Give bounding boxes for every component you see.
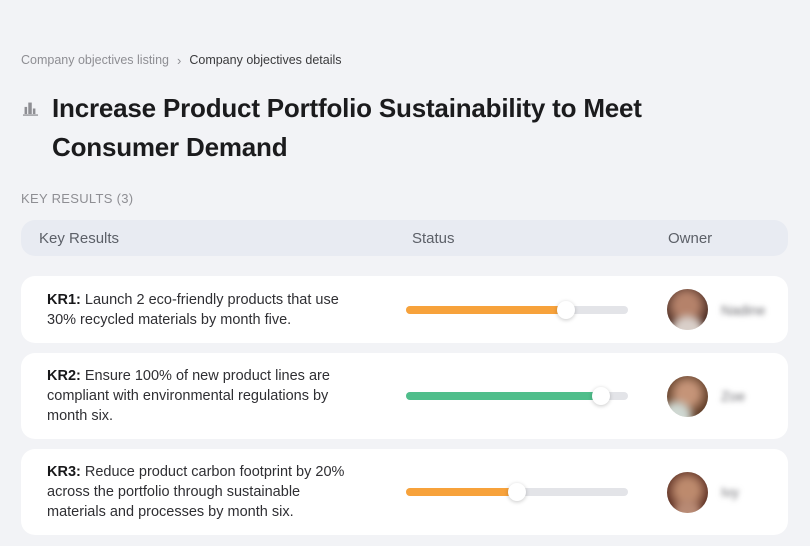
breadcrumb: Company objectives listing › Company obj… bbox=[21, 53, 788, 67]
progress-knob[interactable] bbox=[557, 300, 575, 319]
status-cell bbox=[406, 387, 646, 405]
key-result-description: Reduce product carbon footprint by 20% a… bbox=[47, 464, 345, 520]
key-results-list: KR1: Launch 2 eco-friendly products that… bbox=[21, 276, 788, 535]
owner-cell: Ivy bbox=[646, 471, 788, 513]
progress-slider[interactable] bbox=[406, 300, 628, 319]
owner-avatar bbox=[667, 289, 708, 330]
status-cell bbox=[406, 300, 646, 319]
progress-fill bbox=[406, 392, 601, 400]
breadcrumb-current-details: Company objectives details bbox=[189, 53, 342, 67]
key-result-text: KR2: Ensure 100% of new product lines ar… bbox=[21, 366, 351, 426]
page-title: Increase Product Portfolio Sustainabilit… bbox=[52, 93, 642, 162]
key-result-row[interactable]: KR2: Ensure 100% of new product lines ar… bbox=[21, 353, 788, 439]
progress-knob[interactable] bbox=[508, 483, 526, 501]
breadcrumb-link-listing[interactable]: Company objectives listing bbox=[21, 53, 169, 67]
progress-knob[interactable] bbox=[592, 387, 610, 405]
table-header-row: Key Results Status Owner bbox=[21, 220, 788, 256]
owner-avatar bbox=[667, 471, 708, 513]
key-result-label: KR3: bbox=[47, 464, 85, 480]
key-result-text: KR3: Reduce product carbon footprint by … bbox=[21, 462, 351, 522]
progress-slider[interactable] bbox=[406, 483, 628, 501]
key-result-label: KR1: bbox=[47, 291, 85, 308]
key-result-label: KR2: bbox=[47, 368, 85, 384]
owner-cell: Zoe bbox=[646, 375, 788, 417]
key-result-row[interactable]: KR1: Launch 2 eco-friendly products that… bbox=[21, 276, 788, 343]
key-result-row[interactable]: KR3: Reduce product carbon footprint by … bbox=[21, 449, 788, 535]
progress-slider[interactable] bbox=[406, 387, 628, 405]
progress-fill bbox=[406, 305, 566, 314]
buildings-icon bbox=[21, 99, 40, 118]
chevron-right-icon: › bbox=[177, 52, 182, 68]
key-result-text: KR1: Launch 2 eco-friendly products that… bbox=[21, 290, 351, 330]
owner-cell: Nadine bbox=[646, 289, 788, 330]
objective-title-row: Increase Product Portfolio Sustainabilit… bbox=[21, 89, 711, 167]
column-header-status: Status bbox=[412, 229, 455, 247]
owner-avatar bbox=[667, 375, 708, 417]
owner-name: Ivy bbox=[721, 484, 739, 500]
progress-fill bbox=[406, 488, 517, 496]
owner-name: Zoe bbox=[721, 388, 746, 404]
column-header-key-results: Key Results bbox=[39, 229, 120, 247]
column-header-owner: Owner bbox=[668, 229, 713, 247]
key-result-description: Launch 2 eco-friendly products that use … bbox=[47, 291, 339, 328]
key-result-description: Ensure 100% of new product lines are com… bbox=[47, 368, 330, 424]
key-results-section-label: KEY RESULTS (3) bbox=[21, 191, 134, 206]
status-cell bbox=[406, 483, 646, 501]
owner-name: Nadine bbox=[721, 301, 766, 318]
objective-details-page: Company objectives listing › Company obj… bbox=[21, 53, 788, 535]
